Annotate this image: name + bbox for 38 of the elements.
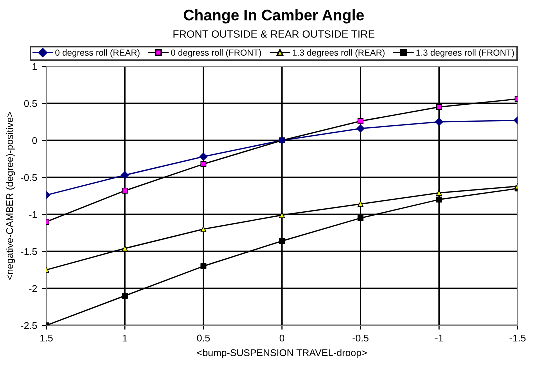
- point: [200, 161, 207, 168]
- point: [436, 104, 442, 110]
- y-tick-label: 0: [32, 137, 38, 144]
- legend-label: 1.3 degrees roll (FRONT): [416, 50, 514, 58]
- point: [279, 212, 286, 218]
- x-tick-label: -1.5: [510, 334, 526, 342]
- y-tick-label: 1: [32, 63, 38, 70]
- legend-label: 0 degress roll (REAR): [56, 50, 140, 58]
- x-tick-label: 0.5: [197, 334, 210, 342]
- x-tick-label: -0.5: [352, 334, 369, 342]
- y-tick-label: -1: [29, 211, 38, 218]
- x-tick-label: 1: [123, 334, 128, 342]
- point: [435, 118, 444, 126]
- x-tick-label: 1.5: [40, 334, 53, 342]
- chart-subtitle: FRONT OUTSIDE & REAR OUTSIDE TIRE: [174, 30, 375, 38]
- point: [436, 196, 442, 203]
- point: [122, 188, 128, 194]
- y-tick-label: -2: [29, 285, 38, 292]
- legend-label: 1.3 degrees roll (REAR): [293, 50, 385, 58]
- point: [436, 190, 442, 196]
- y-tick-label: -0.5: [21, 174, 38, 182]
- y-tick-label: 0.5: [24, 100, 38, 108]
- point: [121, 171, 130, 180]
- point: [356, 124, 365, 133]
- point: [200, 226, 207, 232]
- x-tick-label: -1: [435, 334, 444, 342]
- chart-title: Change In Camber Angle: [184, 9, 364, 24]
- x-tick-label: 0: [280, 334, 285, 342]
- point: [122, 293, 128, 299]
- point: [358, 118, 364, 124]
- y-axis-title: <negative-CAMBER (degree)-positive>: [6, 112, 16, 280]
- point: [358, 201, 364, 208]
- legend-label: 0 degress roll (FRONT): [171, 50, 262, 58]
- x-axis-title: <bump-SUSPENSION TRAVEL-droop>: [198, 349, 367, 358]
- y-tick-label: -1.5: [21, 248, 38, 256]
- point: [200, 152, 208, 161]
- y-tick-label: -2.5: [21, 322, 38, 330]
- point: [200, 263, 207, 270]
